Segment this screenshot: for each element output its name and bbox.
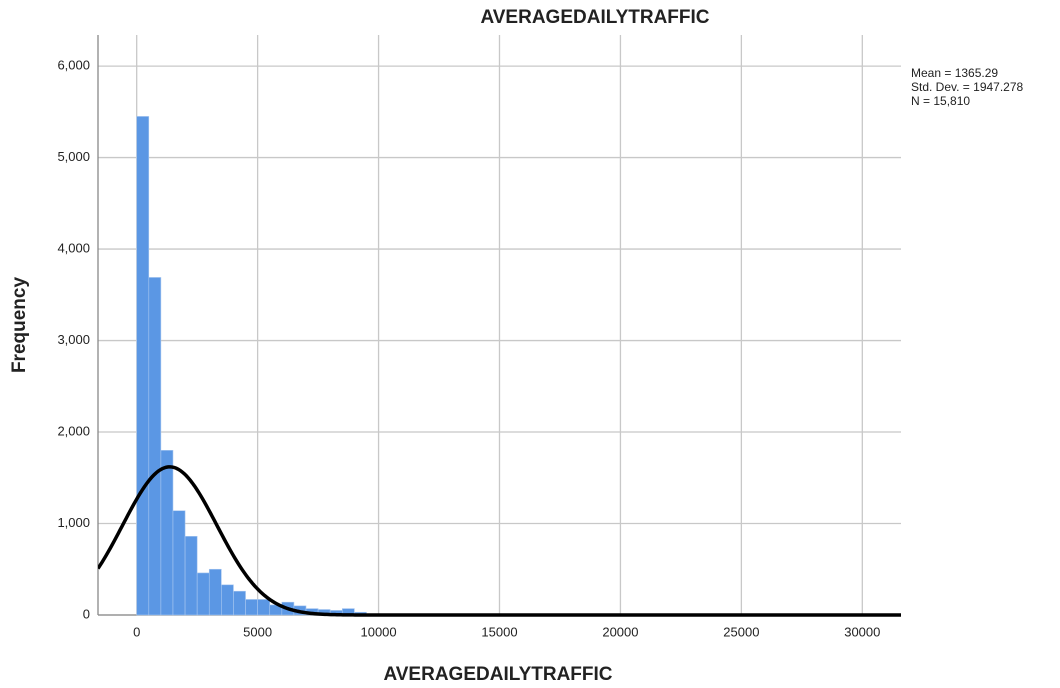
x-tick-label: 25000 [723,624,759,639]
y-tick-label: 6,000 [57,58,90,73]
y-tick-label: 2,000 [57,423,90,438]
bar [208,568,222,616]
y-tick-label: 3,000 [57,332,90,347]
x-tick-label: 10000 [360,624,396,639]
bar [172,510,186,616]
y-tick-label: 1,000 [57,515,90,530]
bar [136,116,150,616]
x-tick-label: 5000 [243,624,272,639]
bar [257,599,271,616]
stat-std: Std. Dev. = 1947.278 [911,80,1024,94]
x-tick-label: 30000 [844,624,880,639]
chart-title: AVERAGEDAILYTRAFFIC [480,7,709,28]
y-tick-label: 4,000 [57,241,90,256]
curve-group [98,465,901,617]
bar [184,536,198,616]
x-tick-label: 15000 [481,624,517,639]
x-axis-label: AVERAGEDAILYTRAFFIC [383,664,612,685]
y-axis-label: Frequency [9,277,30,374]
bar [160,450,174,616]
bar [245,599,258,616]
stat-mean: Mean = 1365.29 [911,66,998,80]
bar [196,572,210,616]
bar [233,590,246,616]
bar [221,584,234,616]
y-tick-label: 5,000 [57,149,90,164]
bar [148,277,162,616]
stat-n: N = 15,810 [911,94,970,108]
x-tick-label: 0 [133,624,140,639]
normal-curve [98,465,901,617]
y-tick-label: 0 [83,606,90,621]
x-tick-label: 20000 [602,624,638,639]
